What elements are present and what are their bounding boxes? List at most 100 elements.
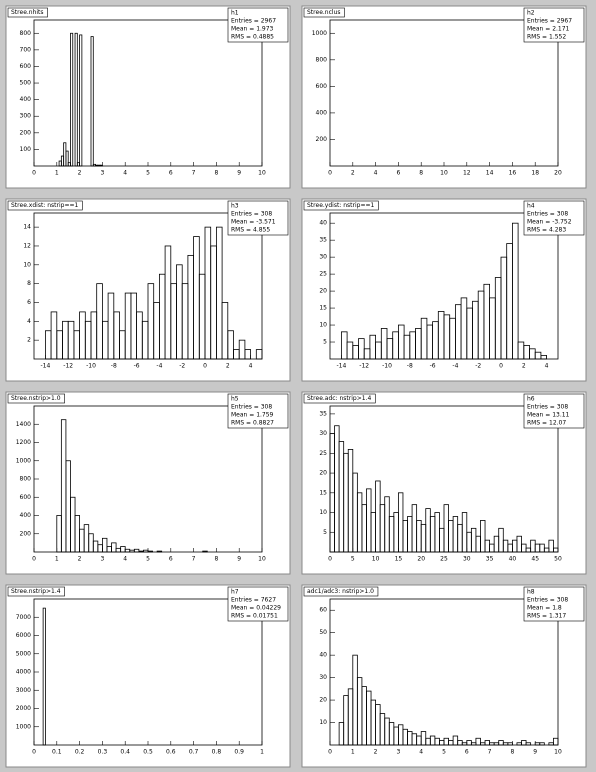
y-tick-label: 5000 bbox=[16, 650, 31, 657]
y-tick-label: 200 bbox=[20, 530, 32, 537]
histogram-bin bbox=[65, 150, 69, 167]
chart-title: Stree.nclus bbox=[307, 9, 340, 16]
stats-line: h1 bbox=[231, 10, 239, 17]
histogram-bin bbox=[133, 548, 140, 553]
stats-box bbox=[523, 586, 585, 622]
stats-line: Entries = 308 bbox=[527, 597, 568, 604]
histogram-bin bbox=[79, 34, 83, 167]
chart-title: Stree.nhits bbox=[11, 9, 44, 16]
y-tick-label: 600 bbox=[20, 63, 32, 70]
title-box bbox=[303, 393, 376, 404]
y-tick-label: 7000 bbox=[16, 614, 31, 621]
x-tick-label: -8 bbox=[407, 363, 413, 370]
stats-line: Entries = 308 bbox=[527, 211, 568, 218]
y-tick-label: 40 bbox=[319, 652, 327, 659]
x-tick-label: -12 bbox=[359, 363, 369, 370]
x-tick-label: 8 bbox=[214, 556, 218, 563]
stats-line: Mean = 2.171 bbox=[527, 26, 570, 33]
histogram-bin bbox=[540, 355, 548, 360]
x-tick-label: 0.7 bbox=[189, 749, 199, 756]
x-tick-label: 4 bbox=[249, 363, 253, 370]
x-tick-label: 4 bbox=[545, 363, 549, 370]
y-tick-label: 10 bbox=[319, 719, 327, 726]
x-tick-label: 30 bbox=[463, 556, 471, 563]
x-tick-label: 2 bbox=[78, 170, 82, 177]
stats-line: Mean = 0.04229 bbox=[231, 605, 281, 612]
title-box bbox=[303, 7, 345, 18]
stats-box bbox=[227, 393, 289, 429]
x-tick-label: 6 bbox=[169, 170, 173, 177]
y-tick-label: 12 bbox=[23, 242, 31, 249]
y-tick-label: 15 bbox=[319, 305, 327, 312]
y-tick-label: 1200 bbox=[16, 439, 31, 446]
x-tick-label: 5 bbox=[146, 556, 150, 563]
histogram-bin bbox=[102, 537, 108, 553]
x-tick-label: 35 bbox=[486, 556, 494, 563]
histogram-bin bbox=[227, 330, 234, 360]
x-tick-label: 1 bbox=[55, 556, 59, 563]
stats-line: h7 bbox=[231, 589, 239, 596]
histogram-bin bbox=[553, 737, 559, 746]
x-tick-label: 15 bbox=[395, 556, 403, 563]
y-tick-label: 20 bbox=[319, 697, 327, 704]
y-tick-label: 4 bbox=[27, 318, 31, 325]
y-tick-label: 1000 bbox=[312, 30, 327, 37]
x-tick-label: 14 bbox=[486, 170, 494, 177]
x-tick-label: 9 bbox=[237, 556, 241, 563]
x-tick-label: 40 bbox=[509, 556, 517, 563]
stats-line: Entries = 308 bbox=[231, 211, 272, 218]
histogram-bin bbox=[539, 742, 545, 746]
y-tick-label: 100 bbox=[20, 146, 32, 153]
stats-line: Mean = 13.11 bbox=[527, 412, 570, 419]
x-tick-label: 0.1 bbox=[52, 749, 62, 756]
histogram-bin bbox=[202, 550, 208, 553]
y-tick-label: 60 bbox=[319, 607, 327, 614]
chart-title: adc1/adc3: nstrip>1.0 bbox=[307, 588, 374, 595]
x-tick-label: 5 bbox=[351, 556, 355, 563]
stats-line: h4 bbox=[527, 203, 535, 210]
x-tick-label: 2 bbox=[374, 749, 378, 756]
x-tick-label: 7 bbox=[488, 749, 492, 756]
y-tick-label: 1000 bbox=[16, 723, 31, 730]
title-box bbox=[7, 586, 65, 597]
x-tick-label: 4 bbox=[123, 556, 127, 563]
y-tick-label: 600 bbox=[20, 494, 32, 501]
x-tick-label: 0.6 bbox=[166, 749, 176, 756]
histogram-bin bbox=[507, 742, 513, 746]
x-tick-label: 10 bbox=[372, 556, 380, 563]
x-tick-label: 10 bbox=[554, 749, 562, 756]
histogram-bin bbox=[74, 32, 78, 167]
y-tick-label: 30 bbox=[319, 254, 327, 261]
y-tick-label: 700 bbox=[20, 46, 32, 53]
pad: 0 1 2 3 4 5 6 7 8 9 10 200 400 600 800 1000 1200 1400 Stre… bbox=[5, 391, 291, 575]
x-tick-label: 0 bbox=[328, 556, 332, 563]
stats-line: h3 bbox=[231, 203, 239, 210]
stats-box bbox=[523, 393, 585, 429]
stats-line: RMS = 0.8827 bbox=[231, 420, 274, 427]
chart-title: Stree.nstrip>1.0 bbox=[11, 395, 61, 402]
y-tick-label: 1000 bbox=[16, 457, 31, 464]
x-tick-label: 3 bbox=[396, 749, 400, 756]
histogram-bin bbox=[99, 164, 103, 167]
y-tick-label: 300 bbox=[20, 113, 32, 120]
histogram-bin bbox=[111, 542, 117, 553]
x-tick-label: -6 bbox=[134, 363, 140, 370]
chart-title: Stree.nstrip>1.4 bbox=[11, 588, 61, 595]
pad: 0 1 2 3 4 5 6 7 8 9 10 10 20 30 40 50 60 adc1/adc3: nstri… bbox=[301, 584, 587, 768]
pad: 0 0.1 0.2 0.3 0.4 0.5 0.6 0.7 0.8 0.9 1 1000 2000 300… bbox=[5, 584, 291, 768]
x-tick-label: 3 bbox=[100, 556, 104, 563]
x-tick-label: 6 bbox=[169, 556, 173, 563]
x-tick-label: 2 bbox=[226, 363, 230, 370]
x-tick-label: -10 bbox=[382, 363, 392, 370]
histogram-bin bbox=[215, 226, 223, 360]
x-tick-label: 6 bbox=[465, 749, 469, 756]
x-tick-label: -8 bbox=[111, 363, 117, 370]
y-tick-label: 35 bbox=[319, 237, 327, 244]
x-tick-label: 1 bbox=[351, 749, 355, 756]
x-tick-label: 2 bbox=[522, 363, 526, 370]
stats-line: RMS = 0.01751 bbox=[231, 613, 278, 620]
x-tick-label: -4 bbox=[452, 363, 458, 370]
x-tick-label: 12 bbox=[463, 170, 471, 177]
y-tick-label: 4000 bbox=[16, 669, 31, 676]
